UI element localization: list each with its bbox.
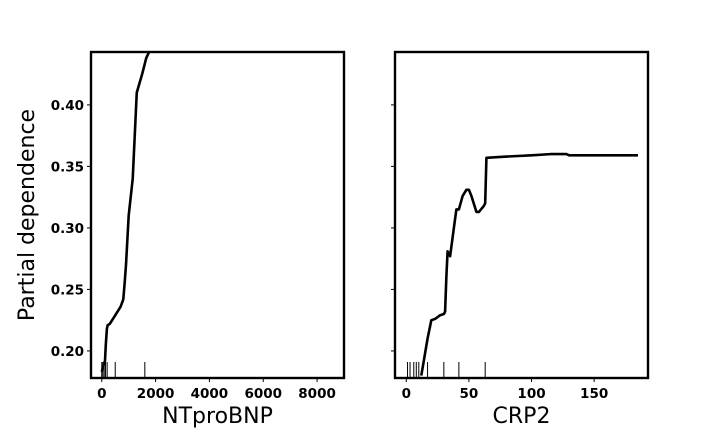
x-tick-label: 0	[402, 386, 411, 402]
y-axis-label: Partial dependence	[15, 109, 40, 321]
y-tick-label: 0.40	[51, 98, 84, 114]
y-tick-label: 0.25	[51, 282, 84, 298]
x-axis-label: CRP2	[493, 404, 551, 429]
x-axis-label: NTproBNP	[162, 404, 273, 429]
chart-panel-ntprobnp: 0 2000 4000 6000 8000 0.20 0.25 0.30 0.35 0.40 NTp…	[15, 50, 346, 429]
x-tick-label: 6000	[244, 386, 282, 402]
y-tick-label: 0.20	[51, 344, 84, 360]
x-tick-label: 100	[517, 386, 545, 402]
y-tick-label: 0.35	[51, 159, 84, 175]
x-tick-label: 4000	[191, 386, 229, 402]
x-tick-label: 0	[97, 386, 106, 402]
x-tick-label: 2000	[137, 386, 175, 402]
series-line-0	[420, 152, 638, 376]
x-tick-label: 150	[580, 386, 608, 402]
chart-panel-crp2: 0 50 100 150 CRP2	[391, 50, 650, 429]
plot-frame	[393, 50, 650, 380]
y-tick-label: 0.30	[51, 221, 84, 237]
x-tick-label: 50	[459, 386, 478, 402]
plot-frame	[89, 50, 346, 380]
x-tick-label: 8000	[298, 386, 336, 402]
series-line-0	[100, 52, 151, 373]
